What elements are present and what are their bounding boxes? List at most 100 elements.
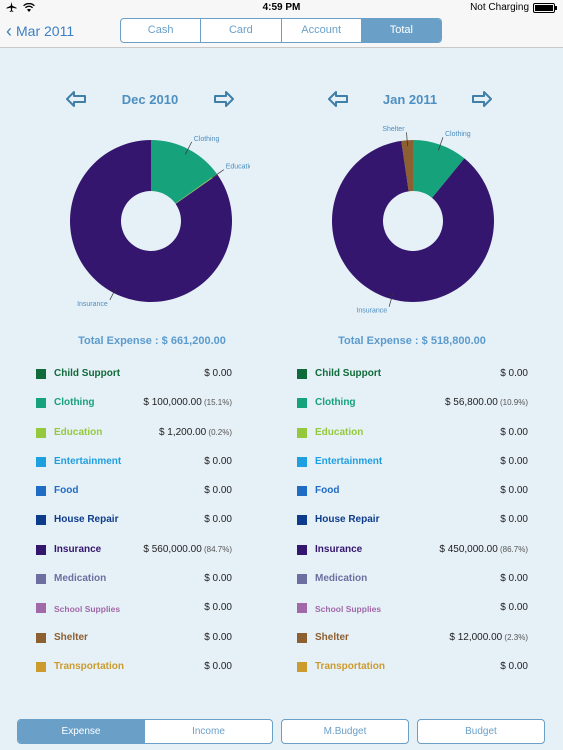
- color-swatch: [297, 486, 307, 497]
- budget-button[interactable]: Budget: [417, 719, 545, 744]
- battery-icon: [533, 2, 557, 13]
- tab-cash[interactable]: Cash: [121, 19, 202, 42]
- color-swatch: [36, 603, 46, 614]
- category-name: Shelter: [54, 631, 88, 643]
- status-bar: 4:59 PM Not Charging: [0, 0, 563, 17]
- legend-row: Clothing $ 100,000.00 (15.1%): [36, 393, 232, 422]
- month-header-right: Jan 2011: [328, 87, 492, 111]
- pie-slice-clothing: [151, 140, 217, 204]
- category-name: Education: [315, 426, 364, 438]
- pie-slice-shelter: [401, 140, 413, 192]
- category-amount: $ 0.00: [204, 485, 232, 496]
- category-amount: $ 0.00: [204, 514, 232, 525]
- amount-value: $ 100,000.00: [143, 397, 202, 409]
- category-name: Transportation: [54, 660, 125, 672]
- amount-value: $ 0.00: [204, 514, 232, 526]
- category-amount: $ 12,000.00 (2.3%): [449, 632, 528, 643]
- donut-chart-dec-2010: Clothing Education Insurance: [70, 136, 250, 308]
- color-swatch: [297, 456, 307, 467]
- amount-value: $ 0.00: [500, 602, 528, 614]
- amount-value: $ 0.00: [500, 660, 528, 672]
- status-time: 4:59 PM: [262, 2, 301, 13]
- next-month-arrow-icon[interactable]: [214, 91, 234, 107]
- expense-button[interactable]: Expense: [18, 720, 145, 743]
- amount-value: $ 560,000.00: [143, 543, 202, 555]
- amount-value: $ 450,000.00: [439, 543, 498, 555]
- category-name: House Repair: [315, 514, 380, 526]
- slice-label: Education: [226, 164, 250, 171]
- amount-value: $ 0.00: [204, 485, 232, 497]
- amount-value: $ 0.00: [500, 485, 528, 497]
- category-amount: $ 0.00: [500, 661, 528, 672]
- category-amount: $ 0.00: [500, 485, 528, 496]
- category-amount: $ 100,000.00 (15.1%): [143, 397, 232, 408]
- slice-label: Shelter: [382, 126, 405, 133]
- amount-value: $ 0.00: [204, 602, 232, 614]
- nav-bar: ‹ Mar 2011 Cash Card Account Total: [0, 17, 563, 48]
- category-legend-right: Child Support $ 0.00 Clothing $ 56,800.00 (…: [297, 364, 528, 686]
- prev-month-arrow-icon[interactable]: [328, 91, 348, 107]
- total-expense-right: Total Expense : $ 518,800.00: [338, 335, 486, 347]
- color-swatch: [297, 515, 307, 526]
- category-name: Child Support: [315, 368, 382, 379]
- category-amount: $ 0.00: [500, 602, 528, 613]
- legend-row: Medication $ 0.00: [36, 569, 232, 598]
- color-swatch: [297, 427, 307, 438]
- category-amount: $ 0.00: [500, 514, 528, 525]
- back-button[interactable]: ‹ Mar 2011: [6, 22, 74, 40]
- amount-value: $ 0.00: [204, 455, 232, 467]
- amount-value: $ 0.00: [204, 631, 232, 643]
- color-swatch: [36, 456, 46, 467]
- color-swatch: [36, 398, 46, 409]
- tab-total[interactable]: Total: [361, 19, 441, 42]
- month-header-left: Dec 2010: [66, 87, 234, 111]
- legend-row: School Supplies $ 0.00: [36, 598, 232, 627]
- category-amount: $ 56,800.00 (10.9%): [445, 397, 528, 408]
- tab-account[interactable]: Account: [282, 19, 362, 42]
- color-swatch: [297, 544, 307, 555]
- slice-label: Clothing: [194, 136, 220, 143]
- legend-row: House Repair $ 0.00: [297, 510, 528, 539]
- prev-month-arrow-icon[interactable]: [66, 91, 86, 107]
- legend-row: Shelter $ 0.00: [36, 628, 232, 657]
- next-month-arrow-icon[interactable]: [472, 91, 492, 107]
- category-amount: $ 0.00: [204, 368, 232, 379]
- category-amount: $ 0.00: [204, 573, 232, 584]
- category-amount: $ 0.00: [204, 602, 232, 613]
- tab-card[interactable]: Card: [201, 19, 282, 42]
- category-amount: $ 0.00: [204, 661, 232, 672]
- status-right: Not Charging: [470, 2, 557, 13]
- color-swatch: [36, 574, 46, 585]
- amount-percent: (10.9%): [497, 398, 528, 408]
- category-name: Child Support: [54, 368, 121, 379]
- color-swatch: [36, 632, 46, 643]
- category-name: Clothing: [315, 397, 356, 409]
- category-amount: $ 0.00: [500, 573, 528, 584]
- pie-slice-education: [175, 173, 218, 204]
- legend-row: School Supplies $ 0.00: [297, 598, 528, 627]
- category-name: School Supplies: [54, 604, 121, 615]
- legend-row: Shelter $ 12,000.00 (2.3%): [297, 628, 528, 657]
- category-name: Food: [54, 485, 79, 497]
- income-button[interactable]: Income: [192, 726, 225, 737]
- category-name: Medication: [315, 573, 368, 585]
- total-expense-left: Total Expense : $ 661,200.00: [78, 335, 226, 347]
- pie-slice-clothing: [413, 140, 465, 198]
- amount-percent: (86.7%): [497, 544, 528, 554]
- amount-percent: (2.3%): [502, 632, 528, 642]
- legend-row: Child Support $ 0.00: [297, 364, 528, 393]
- category-amount: $ 0.00: [204, 632, 232, 643]
- legend-row: Child Support $ 0.00: [36, 364, 232, 393]
- amount-value: $ 1,200.00: [158, 426, 207, 438]
- category-name: School Supplies: [315, 604, 382, 615]
- color-swatch: [297, 369, 307, 379]
- chevron-left-icon: ‹: [6, 21, 12, 41]
- label-leader-line: [437, 137, 444, 151]
- month-label-left: Dec 2010: [121, 91, 179, 107]
- category-amount: $ 0.00: [500, 456, 528, 467]
- legend-row: Transportation $ 0.00: [36, 657, 232, 686]
- monthly-budget-button[interactable]: M.Budget: [281, 719, 409, 744]
- wifi-icon: [23, 2, 35, 12]
- amount-percent: (15.1%): [201, 398, 232, 408]
- legend-row: Education $ 0.00: [297, 423, 528, 452]
